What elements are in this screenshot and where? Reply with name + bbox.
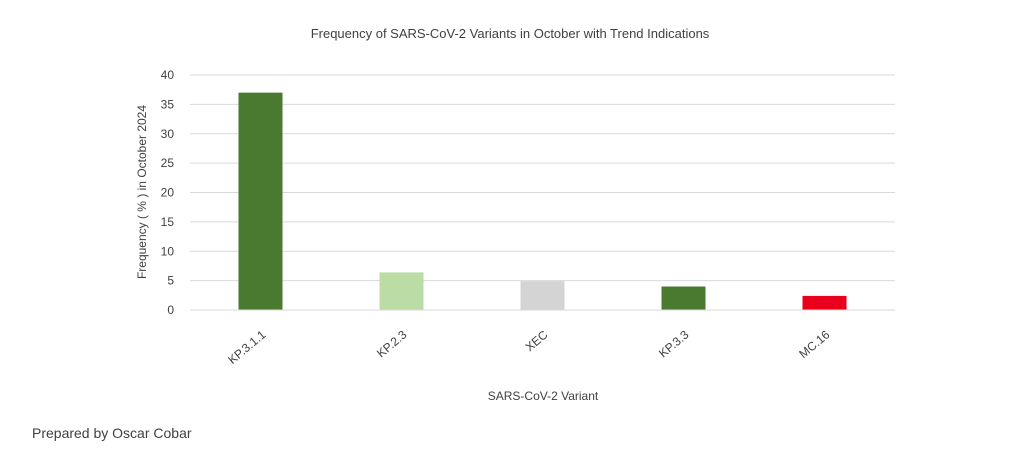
bar — [520, 281, 565, 310]
credit-text: Prepared by Oscar Cobar — [32, 425, 192, 441]
y-tick-label: 25 — [161, 156, 175, 170]
y-tick-label: 35 — [161, 97, 175, 111]
x-tick-label: KP.2.3 — [374, 327, 410, 360]
x-tick-label: KP.3.3 — [656, 327, 692, 360]
x-tick-label: KP.3.1.1 — [225, 327, 268, 367]
bar — [238, 92, 283, 310]
x-axis-label: SARS-CoV-2 Variant — [488, 389, 599, 403]
bar — [661, 286, 706, 310]
y-axis-label: Frequency ( % ) in October 2024 — [135, 105, 149, 279]
y-tick-label: 15 — [161, 215, 175, 229]
y-tick-label: 30 — [161, 127, 175, 141]
y-axis-ticks: 0 5 10 15 20 25 30 35 40 — [161, 68, 175, 317]
gridlines — [190, 74, 895, 282]
y-tick-label: 40 — [161, 68, 175, 82]
y-tick-label: 10 — [161, 244, 175, 258]
y-tick-label: 5 — [167, 274, 174, 288]
x-axis-ticks: KP.3.1.1 KP.2.3 XEC KP.3.3 MC.16 — [225, 327, 832, 367]
bars — [238, 92, 847, 310]
y-tick-label: 0 — [167, 303, 174, 317]
bar — [802, 295, 847, 310]
bar — [379, 272, 424, 310]
x-tick-label: XEC — [523, 327, 551, 354]
chart-title: Frequency of SARS-CoV-2 Variants in Octo… — [311, 26, 710, 41]
y-tick-label: 20 — [161, 186, 175, 200]
x-tick-label: MC.16 — [796, 327, 832, 361]
